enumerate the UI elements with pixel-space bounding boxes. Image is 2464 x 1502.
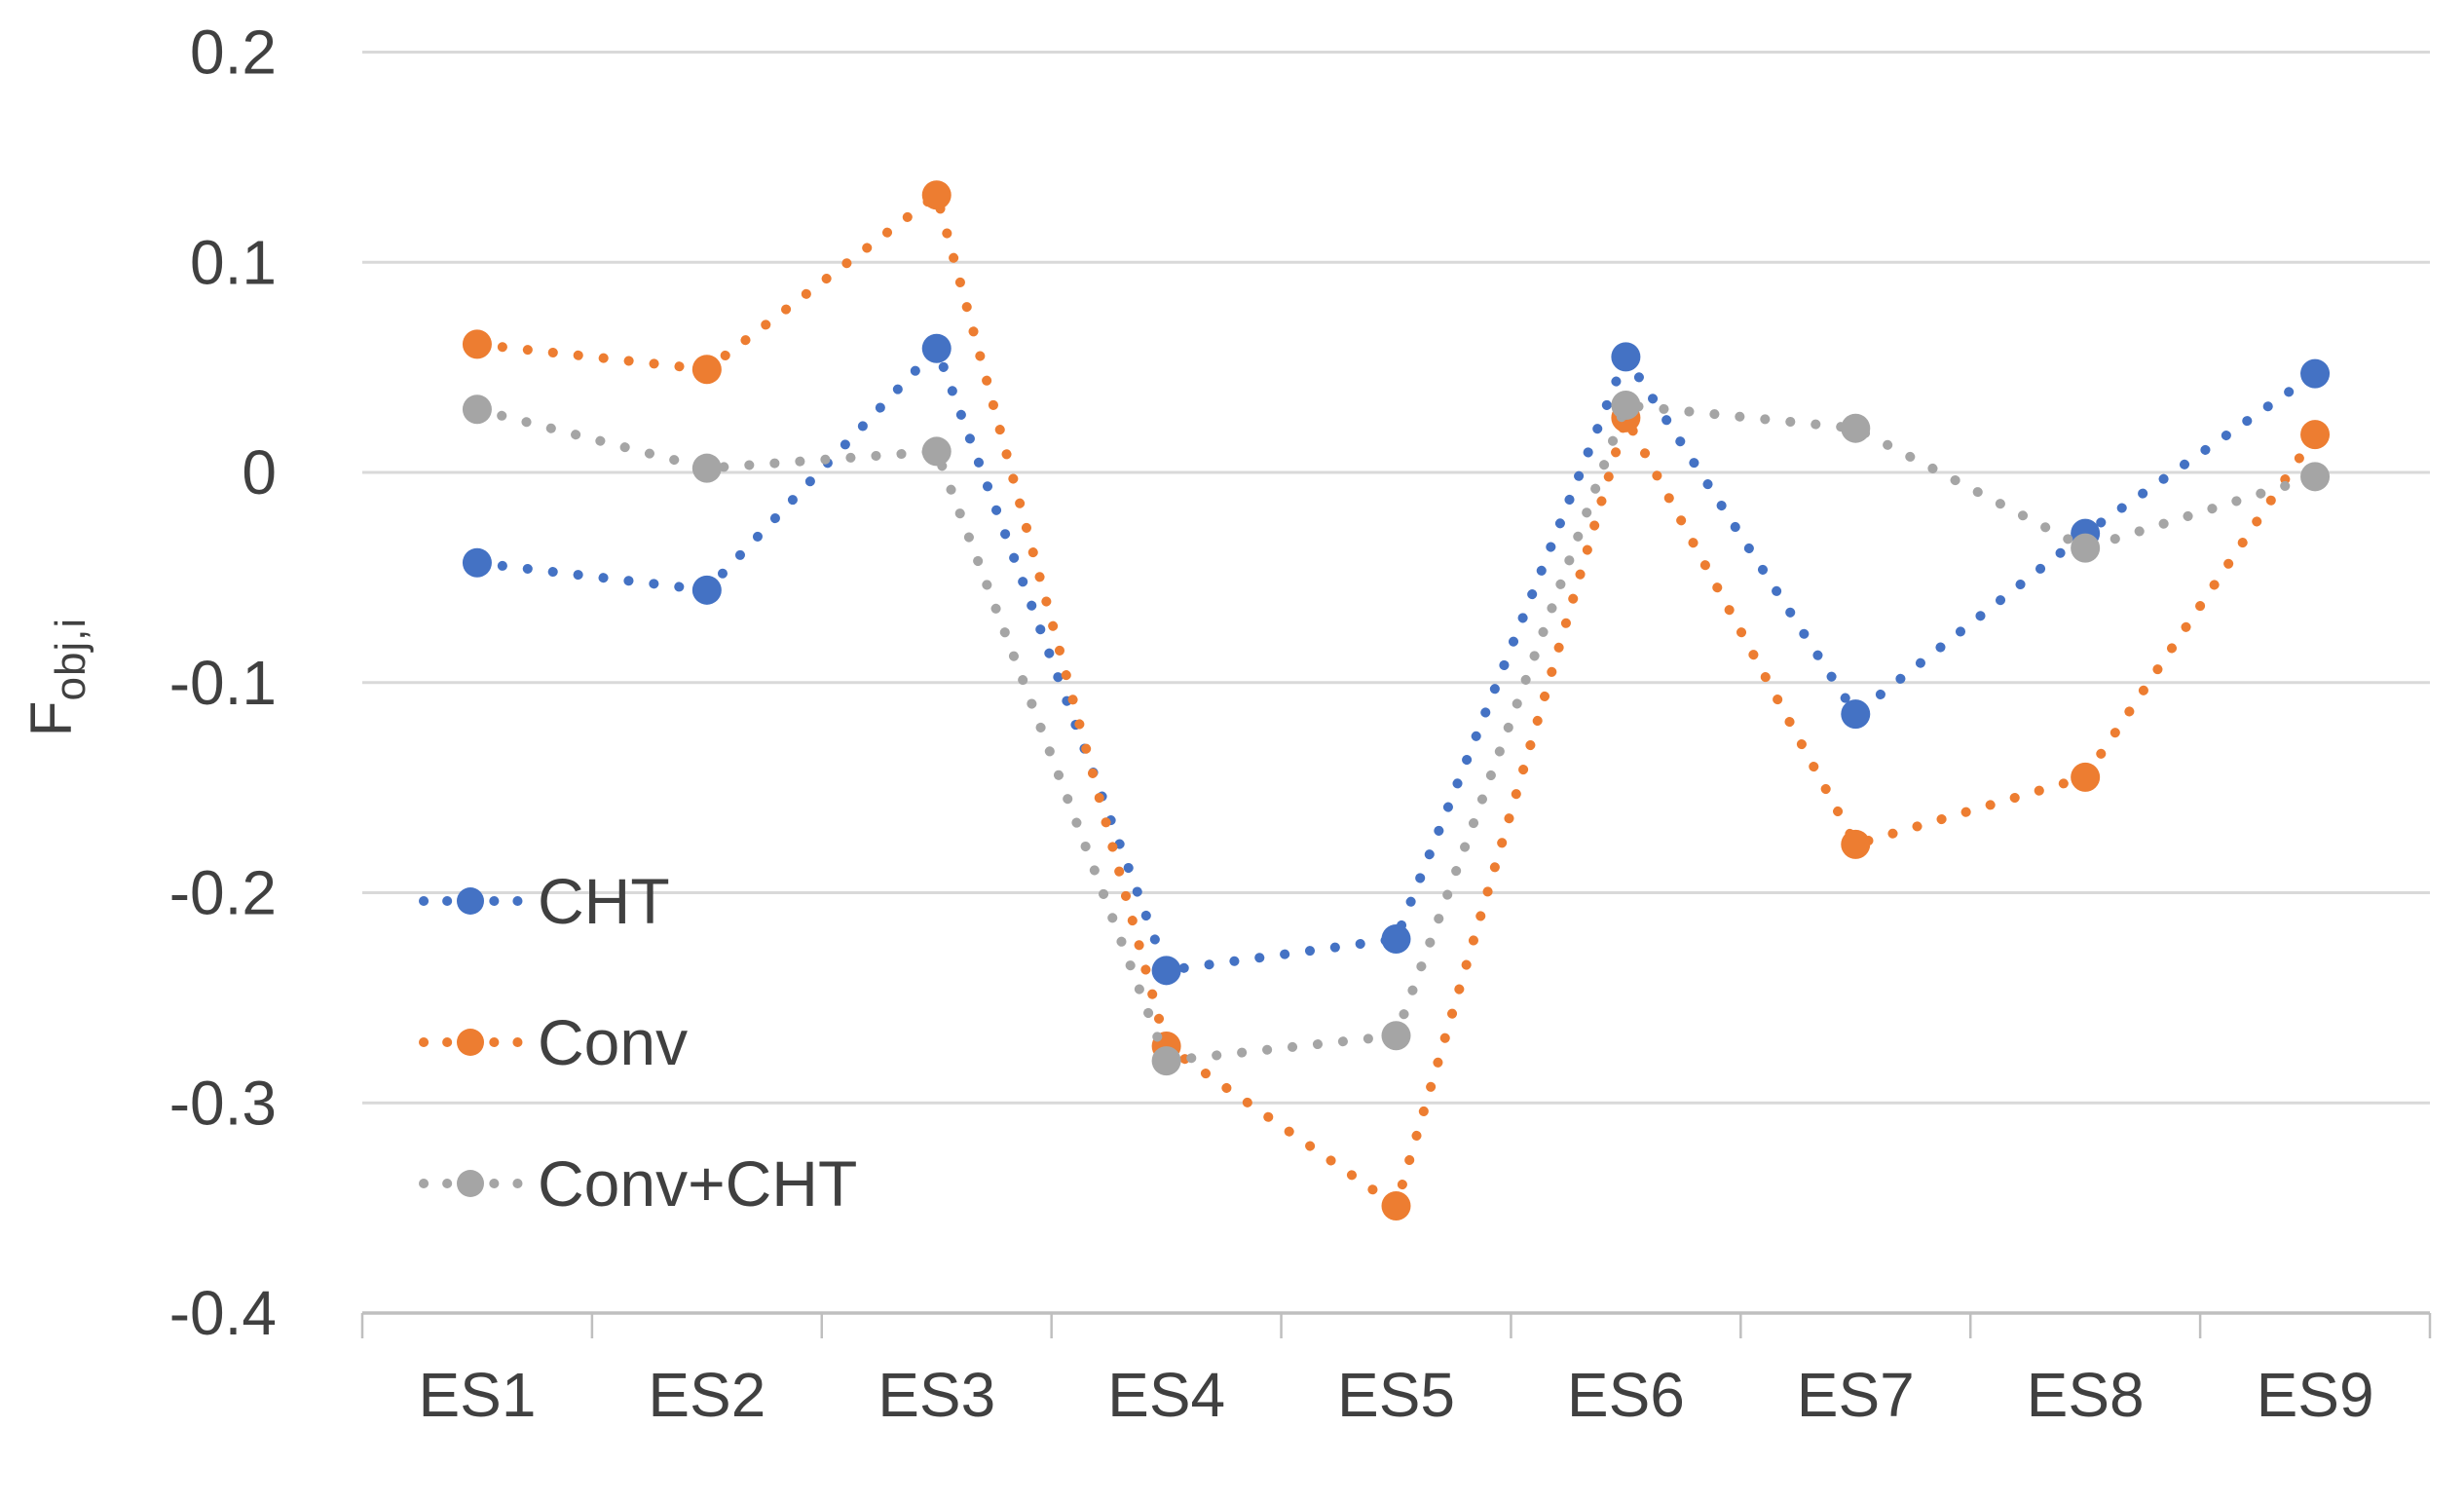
marker-cht-es2 bbox=[691, 575, 722, 605]
series-line-conv-cht bbox=[471, 400, 2321, 1067]
x-tick-label-es5: ES5 bbox=[1337, 1360, 1455, 1430]
marker-conv-cht-es3 bbox=[921, 436, 952, 467]
marker-conv-es3 bbox=[921, 180, 952, 210]
x-tick-label-es8: ES8 bbox=[2027, 1360, 2145, 1430]
marker-cht-es5 bbox=[1381, 923, 1411, 954]
x-tick-label-es1: ES1 bbox=[418, 1360, 536, 1430]
x-tick-label-es3: ES3 bbox=[877, 1360, 995, 1430]
legend-label-conv-cht: Conv+CHT bbox=[538, 1147, 858, 1220]
y-axis-title: Fobj,i bbox=[19, 617, 100, 737]
x-tick-label-es6: ES6 bbox=[1567, 1360, 1685, 1430]
y-axis-title-main: F bbox=[19, 700, 84, 737]
marker-cht-es7 bbox=[1841, 699, 1871, 730]
x-tick-label-es2: ES2 bbox=[648, 1360, 765, 1430]
marker-conv-cht-es9 bbox=[2300, 462, 2331, 492]
y-tick-label--0.1: -0.1 bbox=[169, 648, 277, 718]
legend-marker-dot-conv-cht bbox=[457, 1170, 484, 1197]
marker-conv-cht-es8 bbox=[2071, 533, 2101, 563]
marker-conv-cht-es5 bbox=[1381, 1021, 1411, 1051]
marker-conv-cht-es6 bbox=[1611, 390, 1641, 420]
x-tick-label-es4: ES4 bbox=[1107, 1360, 1225, 1430]
marker-conv-es8 bbox=[2071, 762, 2101, 792]
y-tick-label-0.1: 0.1 bbox=[190, 227, 277, 297]
y-tick-label--0.2: -0.2 bbox=[169, 858, 277, 928]
marker-conv-cht-es1 bbox=[462, 394, 492, 425]
legend-marker-dot-cht bbox=[457, 887, 484, 915]
legend-label-cht: CHT bbox=[538, 865, 670, 937]
marker-cht-es1 bbox=[462, 547, 492, 578]
y-tick-label-0: 0 bbox=[242, 437, 277, 507]
y-tick-label-0.2: 0.2 bbox=[190, 18, 277, 88]
marker-conv-cht-es7 bbox=[1841, 413, 1871, 443]
marker-conv-es2 bbox=[691, 355, 722, 385]
marker-conv-cht-es4 bbox=[1151, 1046, 1181, 1076]
series-line-cht bbox=[471, 343, 2321, 976]
marker-cht-es6 bbox=[1611, 342, 1641, 372]
marker-conv-es7 bbox=[1841, 829, 1871, 859]
x-tick-label-es7: ES7 bbox=[1797, 1360, 1915, 1430]
marker-cht-es4 bbox=[1151, 956, 1181, 986]
marker-conv-es9 bbox=[2300, 420, 2331, 450]
series-line-conv bbox=[471, 190, 2321, 1211]
marker-cht-es3 bbox=[921, 333, 952, 363]
legend-label-conv: Conv bbox=[538, 1006, 689, 1078]
marker-conv-es1 bbox=[462, 329, 492, 359]
marker-cht-es9 bbox=[2300, 358, 2331, 389]
x-tick-label-es9: ES9 bbox=[2257, 1360, 2374, 1430]
y-tick-label--0.3: -0.3 bbox=[169, 1068, 277, 1138]
marker-conv-es5 bbox=[1381, 1190, 1411, 1220]
marker-conv-cht-es2 bbox=[691, 453, 722, 483]
legend-marker-dot-conv bbox=[457, 1029, 484, 1056]
y-axis-title-subscript: obj,i bbox=[47, 617, 94, 701]
y-tick-label--0.4: -0.4 bbox=[169, 1278, 277, 1348]
